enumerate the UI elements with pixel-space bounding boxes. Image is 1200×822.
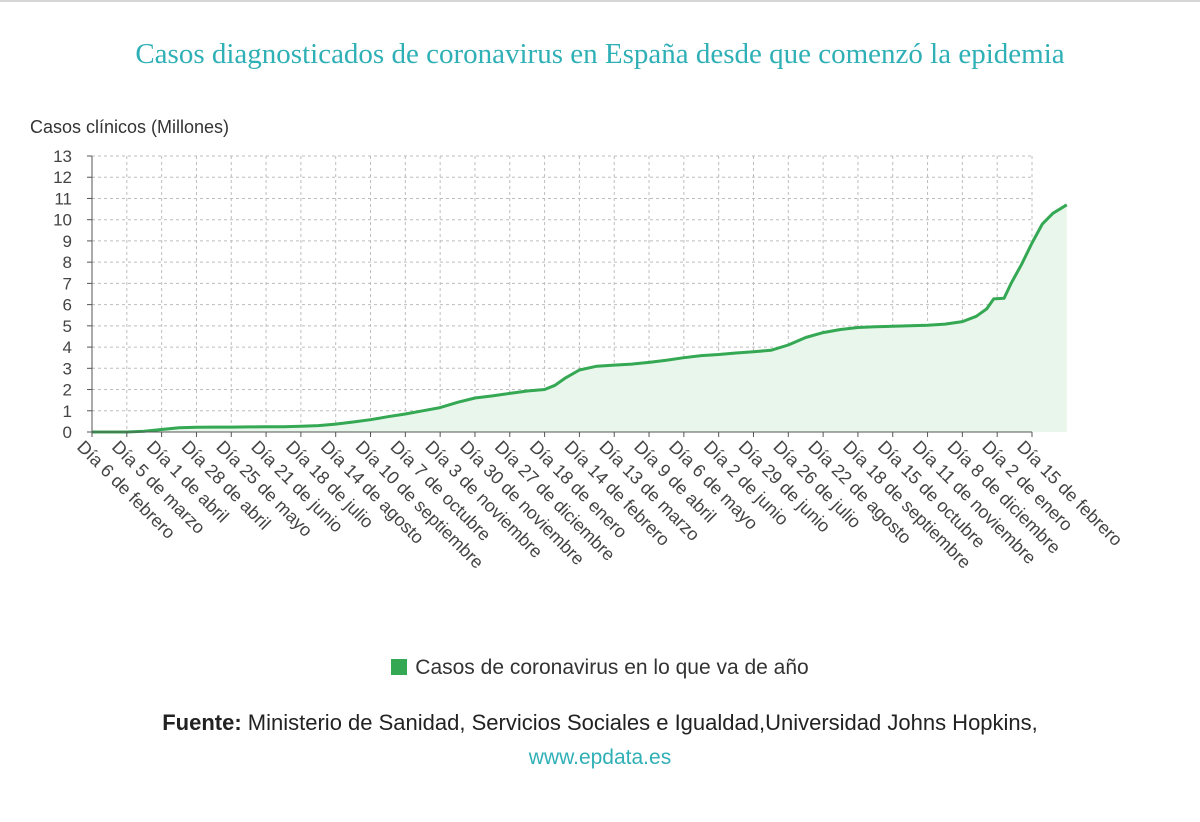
y-tick-label: 8 (63, 253, 72, 272)
y-axis-label: Casos clínicos (Millones) (30, 117, 229, 137)
y-tick-label: 1 (63, 402, 72, 421)
y-tick-label: 2 (63, 381, 72, 400)
area-layer (92, 203, 1068, 434)
y-tick-label: 13 (53, 147, 72, 166)
axes (87, 155, 1033, 437)
y-tick-label: 9 (63, 232, 72, 251)
y-tick-label: 0 (63, 423, 72, 442)
y-tick-label: 4 (63, 338, 72, 357)
y-tick-label: 6 (63, 296, 72, 315)
chart-title: Casos diagnosticados de coronavirus en E… (135, 38, 1065, 70)
legend: Casos de coronavirus en lo que va de año (0, 656, 1200, 680)
source-text: Ministerio de Sanidad, Servicios Sociale… (247, 710, 1038, 735)
y-tick-label: 7 (63, 274, 72, 293)
series-line (92, 203, 1068, 434)
source-line: Fuente: Ministerio de Sanidad, Servicios… (0, 710, 1200, 736)
y-tick-label: 5 (63, 317, 72, 336)
area-fill (92, 204, 1067, 432)
source-label: Fuente: (162, 710, 242, 735)
y-tick-label: 10 (53, 211, 72, 230)
y-tick-label: 12 (53, 168, 72, 187)
legend-label: Casos de coronavirus en lo que va de año (415, 656, 809, 679)
top-divider (0, 0, 1200, 2)
y-tick-label: 11 (54, 189, 72, 208)
source-link[interactable]: www.epdata.es (528, 746, 672, 769)
legend-swatch (391, 659, 408, 675)
chart-svg: Casos clínicos (Millones) 01234567891011… (30, 117, 1126, 573)
y-tick-label: 3 (63, 359, 72, 378)
